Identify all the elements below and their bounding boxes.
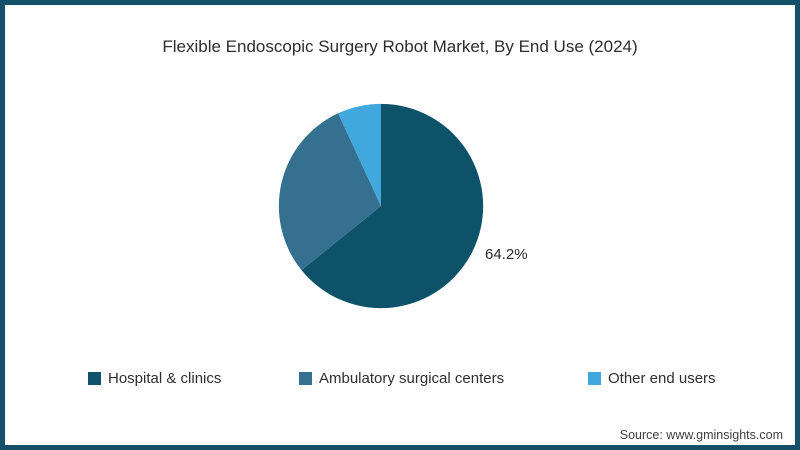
- legend-swatch-ambulatory-surgical-centers: [299, 372, 312, 385]
- legend-swatch-hospital-clinics: [88, 372, 101, 385]
- pie-slice-1: [278, 113, 381, 271]
- pie-slice-value-label: 64.2%: [485, 246, 528, 263]
- pie-slice-0: [301, 103, 484, 309]
- pie-chart: [278, 103, 484, 309]
- legend-label-ambulatory-surgical-centers: Ambulatory surgical centers: [319, 370, 505, 387]
- pie-slice-2: [338, 103, 381, 206]
- chart-area: Flexible Endoscopic Surgery Robot Market…: [5, 5, 795, 445]
- legend-item-ambulatory-surgical-centers: Ambulatory surgical centers: [299, 370, 504, 387]
- legend-label-hospital-clinics: Hospital & clinics: [108, 370, 222, 387]
- chart-title: Flexible Endoscopic Surgery Robot Market…: [162, 37, 638, 56]
- legend-item-hospital-clinics: Hospital & clinics: [88, 370, 221, 387]
- source-attribution: Source: www.gminsights.com: [619, 428, 783, 442]
- legend-item-other-end-users: Other end users: [588, 370, 716, 387]
- legend-label-other-end-users: Other end users: [608, 370, 716, 387]
- legend-swatch-other-end-users: [588, 372, 601, 385]
